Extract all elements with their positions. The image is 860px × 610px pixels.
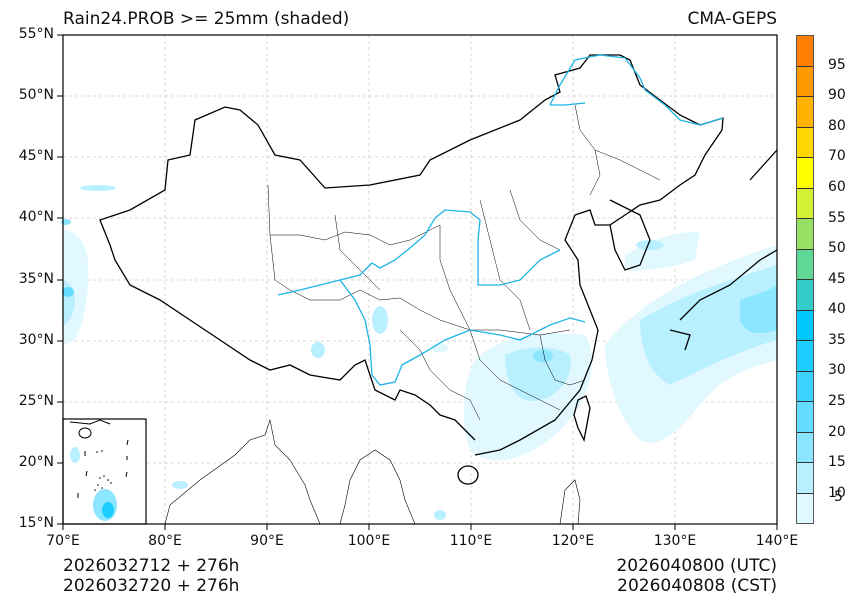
xtick-label: 70°E [46,533,80,549]
ytick-label: 30°N [18,332,54,348]
xtick-label: 110°E [449,533,493,549]
colorbar-segment [797,432,813,463]
colorbar-label: 25 [828,393,846,409]
colorbar-label: 95 [828,57,846,73]
colorbar-label: 55 [828,210,846,226]
colorbar-segment [797,402,813,433]
colorbar-label: 10 [828,485,846,501]
xtick-label: 100°E [347,533,391,549]
probability-shading [61,185,777,520]
ytick-label: 55°N [18,26,54,42]
province-borders [267,104,661,421]
colorbar-segment [797,127,813,158]
chart-title: Rain24.PROB >= 25mm (shaded) [63,9,350,29]
valid-time-cst: 2026040808 (CST) [617,576,777,596]
ytick-label: 20°N [18,454,54,470]
valid-time-utc: 2026040800 (UTC) [616,556,777,576]
colorbar-segment [797,493,813,523]
xtick-label: 140°E [755,533,799,549]
init-time-cst: 2026032720 + 276h [63,576,240,596]
colorbar-label: 90 [828,87,846,103]
xtick-label: 130°E [653,533,697,549]
colorbar-label: 5 [834,489,843,505]
colorbar-segment [797,341,813,372]
colorbar-label: 80 [828,118,846,134]
init-time-block: 2026032712 + 276h 2026032720 + 276h [63,556,239,596]
colorbar-segment [797,249,813,280]
colorbar-segment [797,97,813,128]
colorbar-segment [797,219,813,250]
colorbar-segment [797,463,813,494]
colorbar-label: 35 [828,332,846,348]
country-borders [99,54,778,485]
ytick-label: 15°N [18,515,54,531]
colorbar-segment [797,158,813,189]
model-name: CMA-GEPS [687,9,777,29]
colorbar-label: 70 [828,148,846,164]
colorbar [796,35,814,524]
valid-time-block: 2026040800 (UTC) 2026040808 (CST) [616,556,777,596]
ytick-label: 35°N [18,271,54,287]
colorbar-segment [797,66,813,97]
colorbar-label: 45 [828,271,846,287]
colorbar-segment [797,36,813,67]
xtick-label: 80°E [148,533,182,549]
colorbar-label: 60 [828,179,846,195]
inset-south-china-sea [62,418,147,525]
ytick-label: 40°N [18,209,54,225]
ytick-label: 45°N [18,148,54,164]
colorbar-segment [797,188,813,219]
rivers [277,54,724,386]
colorbar-label: 15 [828,454,846,470]
plot-frame [62,34,778,525]
ytick-label: 25°N [18,393,54,409]
colorbar-segment [797,280,813,311]
colorbar-label: 20 [828,424,846,440]
colorbar-segment [797,310,813,341]
colorbar-label: 50 [828,240,846,256]
xtick-label: 90°E [250,533,284,549]
init-time-utc: 2026032712 + 276h [63,556,240,576]
xtick-label: 120°E [551,533,595,549]
colorbar-label: 40 [828,301,846,317]
coastlines [164,418,581,525]
axis-ticks [57,34,778,530]
colorbar-label: 30 [828,362,846,378]
colorbar-segment [797,371,813,402]
ytick-label: 50°N [18,87,54,103]
gridlines [63,35,777,524]
